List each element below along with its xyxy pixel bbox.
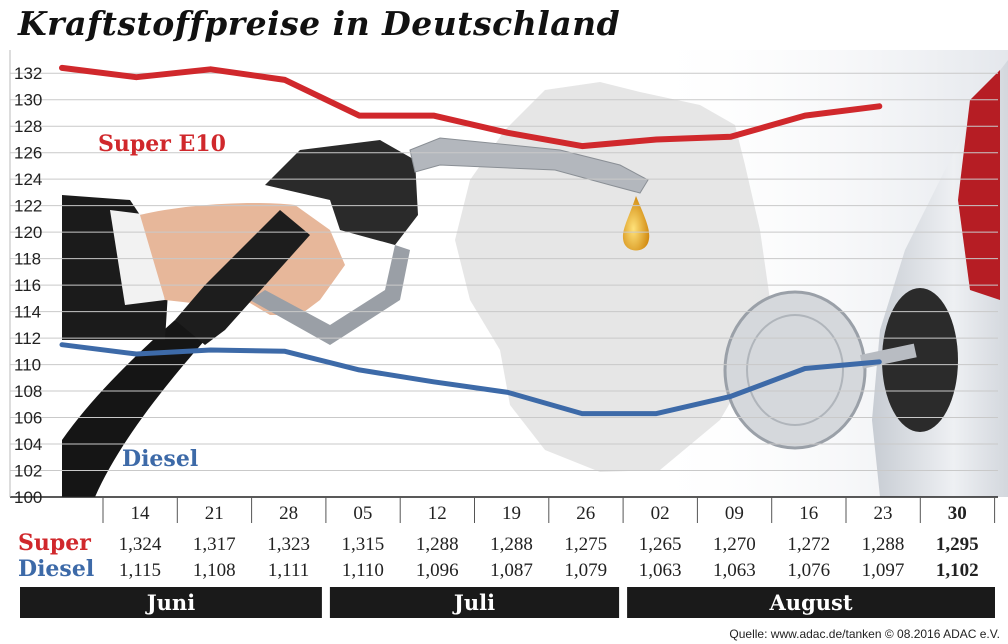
y-tick-label: 114 (14, 303, 41, 322)
table-cell-diesel: 1,096 (416, 560, 459, 581)
series-label-super: Super E10 (98, 131, 226, 157)
table-cell-super: 1,317 (193, 534, 236, 555)
y-tick-label: 110 (14, 356, 41, 375)
car-taillight-shape (958, 70, 1000, 300)
table-cell-super: 1,288 (862, 534, 905, 555)
y-tick-label: 118 (14, 250, 41, 269)
x-tick-label: 19 (502, 503, 521, 524)
table-cell-diesel: 1,097 (862, 560, 905, 581)
x-tick-label: 23 (874, 503, 893, 524)
y-tick-label: 108 (14, 382, 42, 401)
table-cell-super: 1,324 (119, 534, 162, 555)
table-cell-super: 1,270 (713, 534, 756, 555)
table-cell-diesel: 1,111 (268, 560, 309, 581)
table-row-label-super: Super (18, 530, 91, 556)
table-cell-diesel: 1,115 (119, 560, 161, 581)
y-tick-label: 102 (14, 462, 42, 481)
nozzle-handle-shape (265, 140, 418, 245)
series-lines (59, 64, 883, 417)
table-cell-diesel: 1,079 (564, 560, 607, 581)
series-line-super (59, 64, 883, 150)
table-cell-super: 1,315 (342, 534, 385, 555)
y-axis: 1001021041061081101121141161181201221241… (14, 64, 42, 507)
table-cell-super: 1,265 (639, 534, 682, 555)
table-cell-super: 1,323 (267, 534, 310, 555)
x-tick-label: 14 (131, 503, 151, 524)
grid-lines (10, 72, 998, 472)
series-label-diesel: Diesel (122, 446, 198, 472)
table-cell-super: 1,288 (490, 534, 533, 555)
table-cell-diesel: 1,063 (713, 560, 756, 581)
nozzle-spout-shape (409, 137, 649, 194)
y-tick-label: 104 (14, 435, 42, 454)
x-tick-label: 05 (353, 503, 372, 524)
y-tick-label: 130 (14, 91, 42, 110)
value-table: 14 21 28 05 12 19 26 02 09 16 23 30 Super 1,324 1,317 1… (18, 497, 996, 582)
y-tick-label: 112 (14, 329, 41, 348)
month-bar: Juni Juli August (20, 587, 995, 618)
month-bar-segment (20, 587, 322, 618)
x-tick-label: 02 (651, 503, 670, 524)
month-label: August (769, 590, 853, 615)
x-tick-label: 09 (725, 503, 744, 524)
x-tick-label: 16 (799, 503, 818, 524)
x-tick-label: 21 (205, 503, 224, 524)
y-tick-label: 106 (14, 409, 42, 428)
month-label: Juni (145, 590, 195, 615)
y-tick-label: 122 (14, 197, 42, 216)
nozzle-lever-shape (250, 245, 410, 345)
y-tick-label: 126 (14, 144, 42, 163)
x-tick-label: 26 (576, 503, 595, 524)
y-tick-label: 132 (14, 64, 42, 83)
table-cell-diesel: 1,102 (936, 560, 979, 581)
month-bar-segment (627, 587, 995, 618)
x-tick-label: 12 (428, 503, 447, 524)
table-cell-super: 1,288 (416, 534, 459, 555)
table-cell-diesel: 1,063 (639, 560, 682, 581)
fuel-drop-shape (622, 196, 650, 251)
month-bar-segment (329, 587, 620, 618)
chart-title: Kraftstoffpreise in Deutschland (18, 4, 621, 43)
x-tick-label: 30 (948, 503, 967, 524)
x-tick-label: 28 (279, 503, 298, 524)
background-illustration (62, 50, 1008, 497)
table-row-label-diesel: Diesel (18, 556, 94, 582)
y-tick-label: 116 (14, 276, 41, 295)
y-tick-label: 124 (14, 170, 42, 189)
table-cell-diesel: 1,110 (342, 560, 384, 581)
table-cell-super: 1,272 (787, 534, 830, 555)
series-line-diesel (59, 342, 882, 417)
y-tick-label: 120 (14, 223, 42, 242)
table-cell-diesel: 1,108 (193, 560, 236, 581)
table-cell-super: 1,295 (936, 534, 979, 555)
table-cell-diesel: 1,076 (787, 560, 830, 581)
y-tick-label: 128 (14, 117, 42, 136)
table-cell-diesel: 1,087 (490, 560, 533, 581)
month-label: Juli (452, 590, 495, 615)
fuel-cap-shape (882, 288, 958, 432)
table-cell-super: 1,275 (564, 534, 607, 555)
source-note: Quelle: www.adac.de/tanken © 08.2016 ADA… (729, 627, 1000, 641)
